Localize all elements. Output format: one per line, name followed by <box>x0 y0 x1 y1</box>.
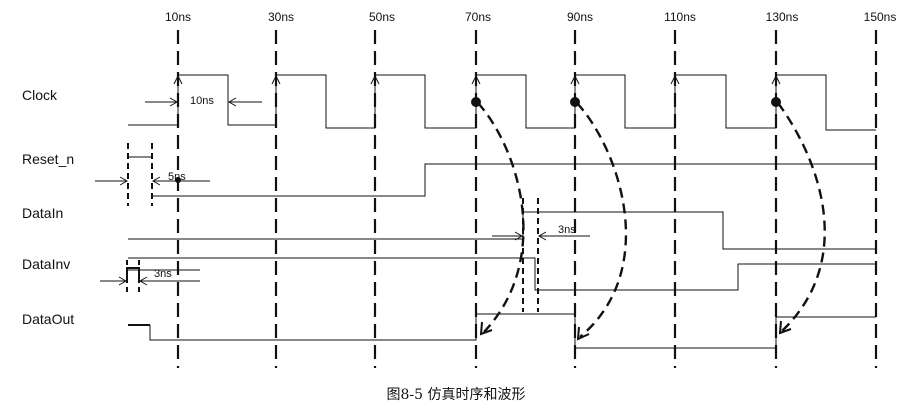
reset-delay-label: 5ns <box>168 171 186 183</box>
signal-label-datain: DataIn <box>22 205 64 221</box>
time-label-50ns: 50ns <box>368 10 396 24</box>
dataout-waveform <box>149 313 876 349</box>
time-label-150ns: 150ns <box>863 10 897 24</box>
figure-caption: 图8-5 仿真时序和波形 <box>386 387 526 403</box>
reset-waveform <box>152 163 876 197</box>
datain-waveform <box>128 211 876 250</box>
arc-130ns <box>777 102 826 332</box>
datain-delay-label: 3ns <box>558 224 576 236</box>
arc-start-dots <box>175 97 781 183</box>
time-markers <box>176 30 878 368</box>
datainv-delay-dimension <box>100 276 200 286</box>
datain-delay-markers <box>522 198 539 312</box>
time-label-10ns: 10ns <box>164 10 192 24</box>
arc-70ns <box>477 102 525 333</box>
time-label-70ns: 70ns <box>464 10 492 24</box>
clock-rising-arrows <box>173 74 781 85</box>
reset-pulse-markers <box>127 143 153 206</box>
time-label-30ns: 30ns <box>267 10 295 24</box>
signal-label-dataout: DataOut <box>22 311 75 327</box>
datain-delay-dimension <box>492 231 590 241</box>
signal-label-datainv: DataInv <box>22 256 71 272</box>
signal-label-reset: Reset_n <box>22 151 75 167</box>
datainv-delay-markers <box>126 260 140 296</box>
datainv-delay-label: 3ns <box>154 268 172 280</box>
reset-delay-dimension <box>95 176 210 186</box>
time-label-90ns: 90ns <box>566 10 594 24</box>
datainv-waveform <box>128 257 876 291</box>
signal-label-clock: Clock <box>22 87 58 103</box>
clock-half-period-label: 10ns <box>190 95 214 107</box>
datainv-pulse <box>126 267 140 283</box>
arc-arrowheads <box>479 320 792 341</box>
clock-waveform <box>128 74 876 131</box>
time-label-110ns: 110ns <box>664 10 696 24</box>
causal-arcs <box>477 102 826 338</box>
arc-90ns <box>576 102 628 338</box>
clock-period-dimension <box>145 97 262 107</box>
time-label-130ns: 130ns <box>765 10 799 24</box>
